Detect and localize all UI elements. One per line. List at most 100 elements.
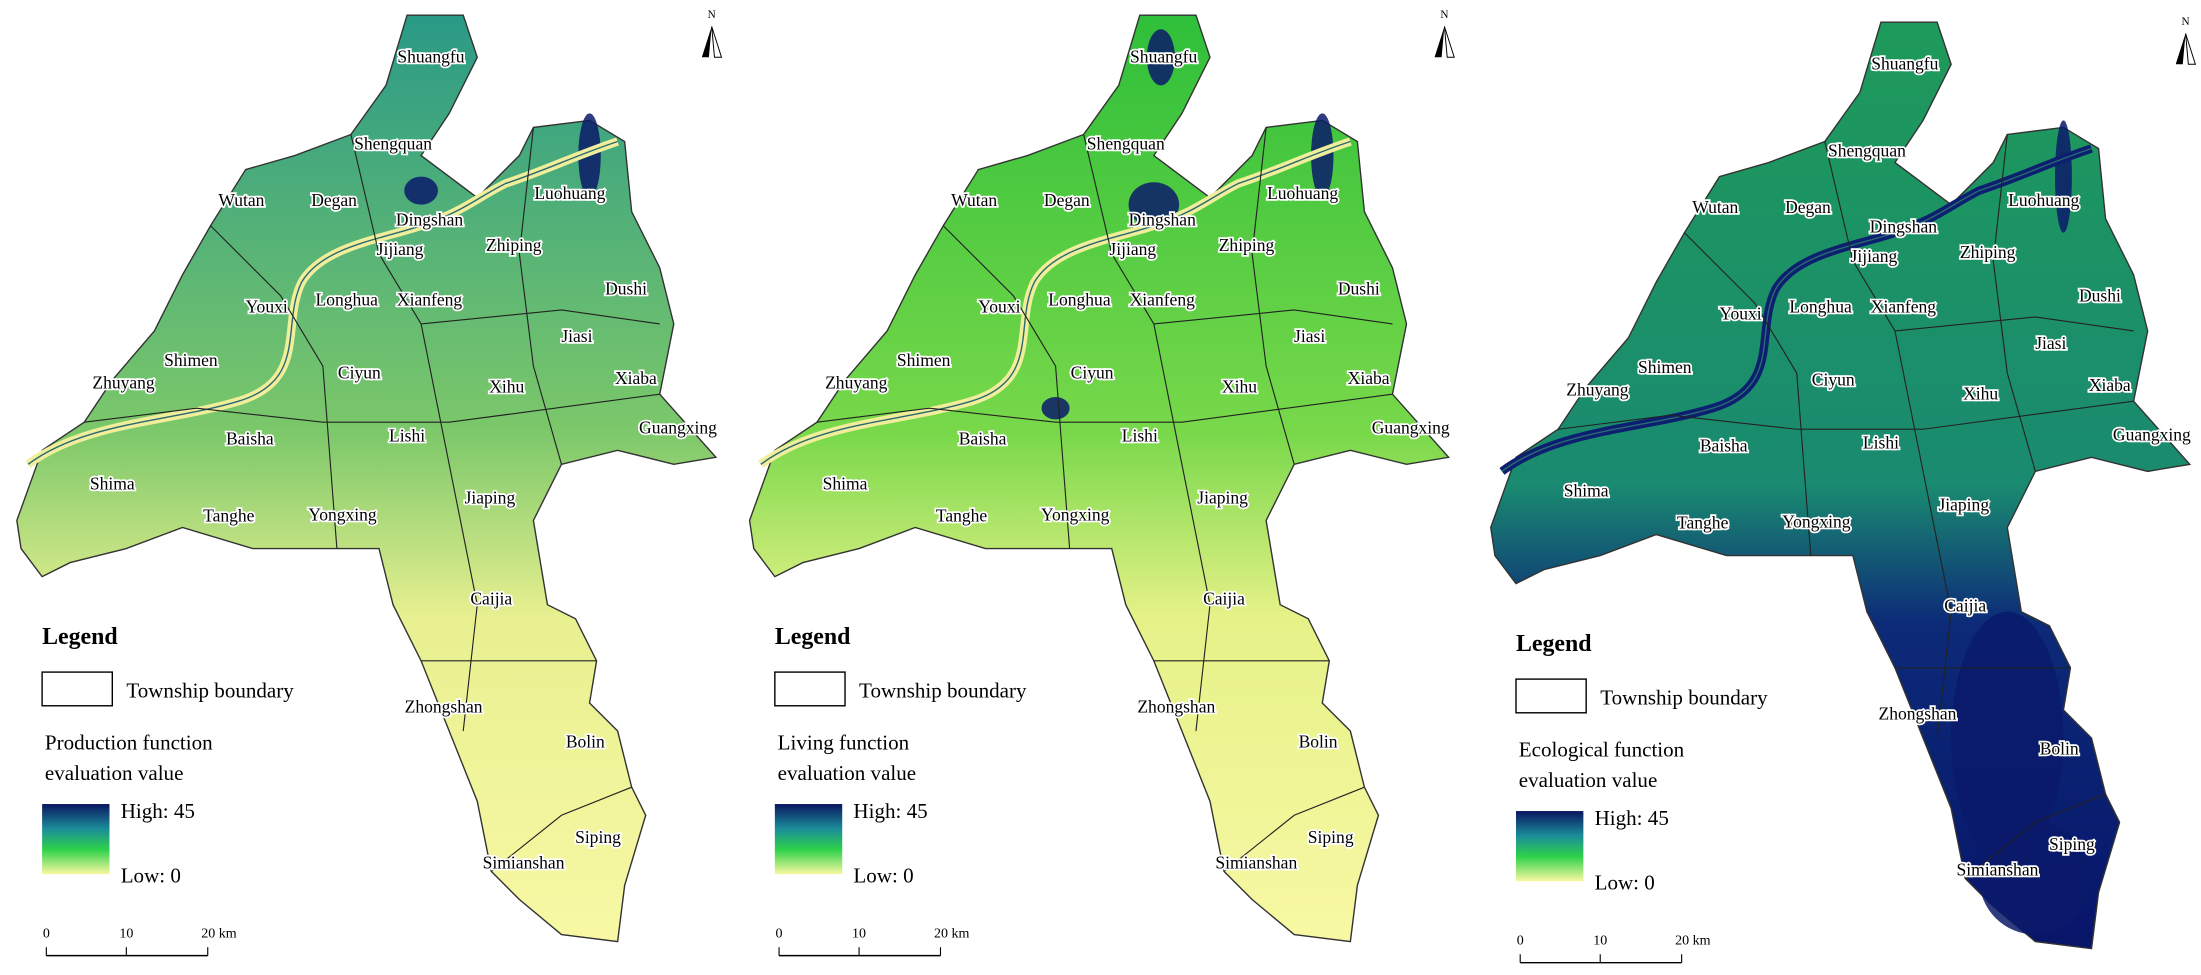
scale-label: 0 — [1517, 932, 1524, 948]
township-label: Jiasi — [2035, 333, 2066, 353]
township-label: Zhuyang — [825, 372, 888, 392]
township-label: Caijia — [470, 589, 512, 609]
township-label: Caijia — [1203, 589, 1245, 609]
township-label: Zhongshan — [405, 697, 483, 717]
township-boundary — [1558, 400, 2134, 430]
high-area — [1041, 396, 1070, 420]
legend-low: Low: 0 — [853, 864, 913, 888]
township-boundary — [1083, 134, 1211, 732]
legend-value-title: evaluation value — [778, 761, 917, 785]
north-arrow — [711, 26, 723, 58]
scale-label: 10 — [119, 925, 133, 941]
scale-label: 10 — [852, 925, 866, 941]
township-label: Wutan — [1692, 197, 1738, 217]
township-label: Youxi — [1720, 304, 1762, 324]
township-boundary — [84, 393, 660, 423]
township-label: Jijiang — [1109, 239, 1156, 259]
township-label: Luohuang — [2008, 190, 2079, 210]
high-area — [1128, 182, 1180, 228]
township-label: Luohuang — [1267, 183, 1338, 203]
township-label: Xianfeng — [397, 290, 462, 310]
township-label: Xiaba — [615, 368, 657, 388]
township-label: Shimen — [897, 350, 951, 370]
township-boundary — [350, 134, 478, 732]
township-boundary — [421, 309, 660, 325]
township-boundary — [816, 393, 1393, 423]
township-label: Yongxing — [1782, 511, 1851, 531]
township-label: Jiaping — [1197, 487, 1248, 507]
legend-title: Legend — [775, 624, 851, 650]
township-label: Xihu — [489, 377, 524, 397]
legend-low: Low: 0 — [1595, 871, 1655, 895]
township-label: Ciyun — [338, 363, 381, 383]
legend-boundary: Township boundary — [126, 678, 294, 702]
high-area — [2055, 120, 2072, 233]
township-label: Bolin — [1299, 732, 1338, 752]
township-label: Shima — [1564, 480, 1609, 500]
township-label: Baisha — [226, 429, 274, 449]
township-label: Xihu — [1222, 377, 1257, 397]
legend-color-bar — [1515, 811, 1584, 882]
township-label: Degan — [1785, 197, 1831, 217]
township-label: Dingshan — [1129, 210, 1196, 230]
township-label: Youxi — [978, 297, 1020, 317]
township-label: Longhua — [1789, 297, 1852, 317]
township-label: Tanghe — [936, 506, 988, 526]
township-label: Lishi — [389, 426, 425, 446]
township-boundary — [490, 786, 632, 872]
township-label: Dushi — [1338, 278, 1380, 298]
township-label: Wutan — [218, 190, 264, 210]
map-panel: Shuangfu Shengquan Wutan Degan Dingshan Luohu… — [748, 9, 1455, 957]
legend-high: High: 45 — [853, 799, 927, 823]
township-boundary — [1251, 127, 1295, 465]
township-label: Youxi — [246, 297, 288, 317]
township-label: Zhiping — [1219, 235, 1275, 255]
township-label: Ciyun — [1071, 363, 1114, 383]
high-area — [1979, 822, 2092, 935]
high-area — [1146, 29, 1175, 86]
township-boundary — [210, 225, 338, 549]
township-label: Xiaba — [1348, 368, 1390, 388]
township-label: Xihu — [1963, 384, 1998, 404]
high-area — [1951, 611, 2064, 865]
township-label: Zhiping — [486, 235, 542, 255]
township-label: Jijiang — [1851, 246, 1898, 266]
township-label: Tanghe — [1677, 513, 1729, 533]
legend-low: Low: 0 — [121, 864, 181, 888]
township-label: Longhua — [316, 290, 379, 310]
legend-value-title: evaluation value — [1519, 768, 1658, 792]
legend-value-title: evaluation value — [45, 761, 184, 785]
township-label: Degan — [311, 190, 357, 210]
township-boundary — [1824, 141, 1952, 739]
township-label: Dingshan — [396, 210, 463, 230]
north-arrow — [1443, 26, 1455, 58]
high-area — [404, 176, 438, 205]
north-label: N — [1440, 9, 1448, 21]
township-label: Tanghe — [203, 506, 255, 526]
township-label: Zhiping — [1960, 242, 2016, 262]
township-label: Bolin — [2040, 739, 2079, 759]
township-label: Shimen — [164, 350, 218, 370]
township-label: Zhuyang — [92, 372, 155, 392]
scale-label: 10 — [1593, 932, 1607, 948]
township-label: Yongxing — [1041, 504, 1110, 524]
scale-label: 20 km — [934, 925, 970, 941]
township-label: Siping — [1308, 827, 1354, 847]
legend-value-title: Living function — [778, 730, 910, 754]
township-label: Lishi — [1122, 426, 1158, 446]
township-label: Jiaping — [465, 487, 516, 507]
township-label: Shengquan — [1087, 134, 1165, 154]
township-label: Shuangfu — [1130, 47, 1197, 67]
township-label: Baisha — [1700, 436, 1748, 456]
township-label: Shengquan — [354, 134, 432, 154]
township-boundary — [1223, 786, 1365, 872]
township-label: Bolin — [566, 732, 605, 752]
township-label: Siping — [575, 827, 621, 847]
township-label: Shima — [90, 473, 135, 493]
north-arrow — [2185, 33, 2197, 65]
scale-label: 20 km — [1675, 932, 1711, 948]
township-label: Shengquan — [1828, 141, 1906, 161]
scale-label: 0 — [43, 925, 50, 941]
township-label: Degan — [1044, 190, 1090, 210]
township-boundary — [1894, 316, 2134, 332]
